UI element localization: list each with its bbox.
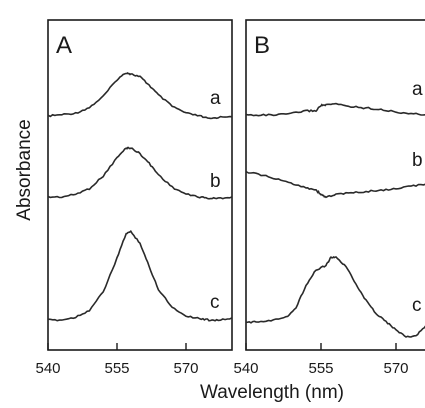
x-axis-ticks: 540 555 570 540 555 570	[35, 343, 409, 377]
panel-a-series-a-line	[47, 71, 233, 120]
panel-b-tick-label-540: 540	[233, 360, 258, 377]
panel-b-plot: a b c	[245, 79, 425, 338]
panel-a-series-b-line	[47, 146, 233, 200]
x-axis-label: Wavelength (nm)	[200, 382, 344, 403]
panel-a-series-b-label: b	[210, 171, 221, 192]
panel-a-series-a-label: a	[210, 88, 221, 109]
panel-b-frame	[245, 19, 425, 351]
panel-a-plot: a b c	[47, 71, 233, 322]
panel-b-series-a-line	[245, 102, 425, 117]
panel-a-label: A	[56, 32, 72, 59]
panel-a-series-c-line	[47, 229, 233, 322]
panel-b-label: B	[254, 32, 270, 59]
y-axis-label: Absorbance	[14, 119, 35, 220]
panel-b-series-b-line	[245, 170, 425, 199]
panel-b-series-c-label: c	[412, 295, 422, 316]
panel-a-series-c-label: c	[210, 292, 220, 313]
panel-b-tick-label-555: 555	[308, 360, 333, 377]
panel-b-series-b-label: b	[412, 150, 423, 171]
panel-b-series-a-label: a	[412, 79, 423, 100]
panel-b-tick-label-570: 570	[383, 360, 408, 377]
panel-a-tick-label-540: 540	[35, 360, 60, 377]
panel-a-tick-label-555: 555	[104, 360, 129, 377]
panel-a-frame	[47, 19, 233, 351]
panel-b-series-c-line	[245, 255, 425, 338]
panel-a-tick-label-570: 570	[173, 360, 198, 377]
